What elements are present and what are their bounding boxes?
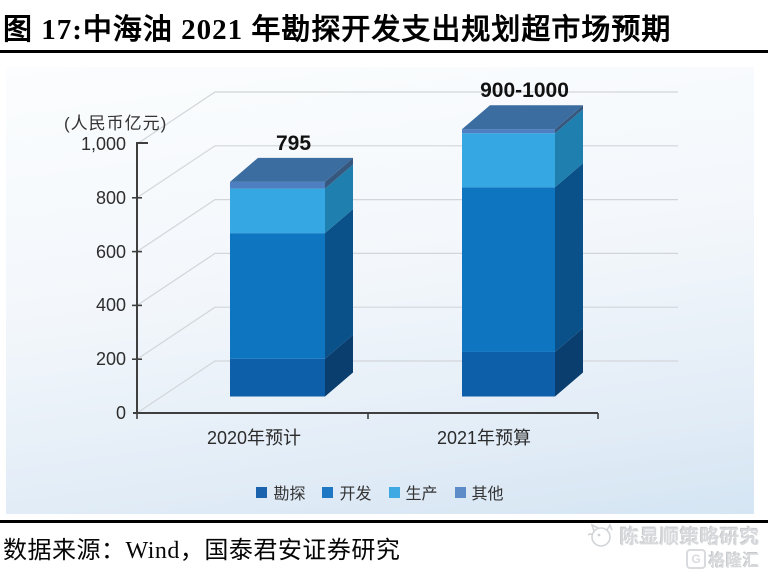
bar-total-label: 795 bbox=[275, 131, 312, 155]
gridline bbox=[136, 252, 678, 306]
y-axis-tick-label: 200 bbox=[95, 349, 126, 370]
legend-item: 开发 bbox=[322, 480, 372, 504]
legend-swatch bbox=[388, 486, 400, 498]
bar-segment-side bbox=[325, 209, 353, 359]
legend-item: 其他 bbox=[454, 480, 504, 504]
gridline bbox=[136, 91, 678, 145]
legend-label: 开发 bbox=[339, 486, 372, 503]
bar-total-label: 900-1000 bbox=[480, 79, 569, 103]
watermark-research-label: 陈显顺策略研究 bbox=[619, 527, 760, 548]
watermark: 陈显顺策略研究 G 格隆汇 bbox=[585, 522, 760, 571]
bar-segment bbox=[230, 233, 325, 359]
bar-segment-side bbox=[555, 109, 583, 188]
bar-segment-side bbox=[325, 164, 353, 234]
legend-item: 生产 bbox=[388, 480, 438, 504]
bar-segment bbox=[230, 188, 325, 234]
y-axis-tick-label: 800 bbox=[95, 187, 126, 208]
title-divider bbox=[0, 50, 768, 53]
footer-divider bbox=[0, 520, 768, 523]
chart-legend: 勘探 开发 生产 其他 bbox=[6, 480, 754, 504]
legend-swatch bbox=[256, 486, 268, 498]
bar-segment bbox=[462, 129, 555, 134]
bar-segment-side bbox=[555, 327, 583, 397]
legend-item: 勘探 bbox=[256, 480, 305, 504]
bar-segment bbox=[462, 133, 555, 188]
x-axis-category-label: 2021年预算 bbox=[436, 428, 532, 448]
legend-label: 生产 bbox=[405, 486, 438, 503]
bar-segment-side bbox=[555, 105, 583, 134]
y-axis-unit-label: (人民币亿元) bbox=[64, 114, 168, 133]
y-axis-tick-label: 1,000 bbox=[80, 134, 126, 154]
bar-segment-side bbox=[555, 163, 583, 352]
bar-segment bbox=[230, 358, 325, 397]
y-axis-tick-label: 400 bbox=[95, 295, 126, 316]
bar-segment-side bbox=[325, 334, 353, 397]
legend-swatch bbox=[454, 486, 466, 498]
bar-segment-side bbox=[325, 157, 353, 189]
bar-top-face bbox=[462, 105, 583, 130]
x-axis-category-label: 2020年预计 bbox=[206, 428, 302, 448]
chart-panel bbox=[6, 67, 754, 514]
bar-segment bbox=[462, 187, 555, 352]
figure-title: 图 17:中海油 2021 年勘探开发支出规划超市场预期 bbox=[3, 14, 672, 46]
gridline bbox=[136, 360, 678, 414]
bar-segment bbox=[462, 351, 555, 397]
watermark-brand-label: 格隆汇 bbox=[708, 553, 760, 570]
bar-top-face bbox=[230, 157, 353, 182]
data-source: 数据来源：Wind，国泰君安证券研究 bbox=[3, 538, 401, 564]
legend-label: 其他 bbox=[471, 486, 504, 503]
y-axis-tick-label: 0 bbox=[115, 403, 126, 423]
legend-swatch bbox=[322, 486, 334, 498]
cat-watermark-icon bbox=[587, 522, 613, 547]
stacked-bar-chart bbox=[132, 91, 678, 419]
gridline bbox=[136, 306, 678, 360]
y-axis-tick-label: 600 bbox=[95, 241, 126, 262]
gridline bbox=[136, 145, 678, 199]
bar-segment bbox=[230, 181, 325, 189]
gelonghui-logo-icon: G bbox=[685, 549, 706, 569]
legend-label: 勘探 bbox=[273, 486, 306, 503]
gridline bbox=[136, 199, 678, 253]
